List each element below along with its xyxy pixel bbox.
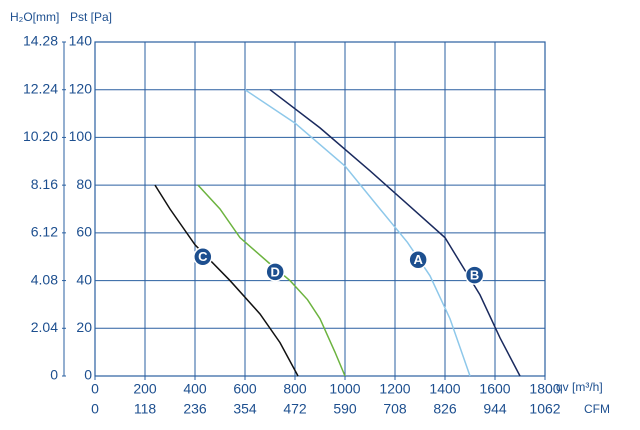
y-tick-label: 40: [76, 271, 92, 287]
x-tick-label: 400: [183, 381, 207, 397]
y2-tick-label: 0: [50, 367, 58, 383]
y2-tick-label: 8.16: [31, 176, 58, 192]
series-line: [197, 184, 346, 377]
series-label: B: [470, 268, 479, 283]
series-line: [244, 89, 471, 377]
x-tick-label: 1400: [429, 381, 460, 397]
y2-tick-label: 12.24: [23, 80, 58, 96]
x2-axis-label: CFM: [584, 402, 610, 416]
y-tick-label: 60: [76, 224, 92, 240]
plot-frame: [94, 41, 546, 377]
x-tick-label: 1800: [529, 381, 560, 397]
y-tick-label: 100: [69, 128, 93, 144]
series-badge: [193, 247, 213, 267]
x2-tick-label: 118: [134, 401, 157, 417]
x2-tick-label: 708: [383, 401, 407, 417]
x-tick-label: 800: [283, 381, 307, 397]
x-tick-label: 1600: [479, 381, 510, 397]
x-tick-label: 200: [133, 381, 157, 397]
x2-tick-label: 826: [433, 401, 457, 417]
x2-tick-label: 472: [283, 401, 307, 417]
series-label: A: [413, 252, 423, 267]
y-tick-label: 140: [69, 33, 93, 49]
x-tick-label: 0: [91, 381, 99, 397]
y2-tick-label: 4.08: [31, 271, 58, 287]
x2-tick-label: 944: [483, 401, 507, 417]
series-label: D: [271, 264, 280, 279]
series-badge: [265, 262, 285, 282]
series-badge: [408, 250, 428, 270]
y-tick-label: 0: [84, 367, 92, 383]
y2-tick-label: 14.28: [23, 33, 58, 49]
x2-tick-label: 590: [333, 401, 357, 417]
x2-tick-label: 0: [91, 401, 99, 417]
x2-tick-label: 1062: [529, 401, 560, 417]
x-tick-label: 600: [233, 381, 257, 397]
series-badge: [464, 265, 485, 285]
x2-tick-label: 354: [233, 401, 257, 417]
y2-axis-label: H₂O[mm]: [10, 10, 59, 24]
x-tick-label: 1200: [379, 381, 410, 397]
y-tick-label: 120: [69, 80, 93, 96]
y2-tick-label: 2.04: [31, 319, 58, 335]
y2-tick-label: 10.20: [23, 128, 58, 144]
series-label: C: [198, 249, 208, 264]
x2-tick-label: 236: [183, 401, 207, 417]
series-line: [154, 184, 299, 377]
y2-tick-label: 6.12: [31, 224, 58, 240]
y-axis-label: Pst [Pa]: [70, 10, 112, 24]
y-tick-label: 20: [76, 319, 92, 335]
y-tick-label: 80: [76, 176, 92, 192]
x-tick-label: 1000: [329, 381, 360, 397]
x-axis-label: qv [m³/h]: [556, 380, 603, 394]
series-line: [269, 89, 521, 377]
